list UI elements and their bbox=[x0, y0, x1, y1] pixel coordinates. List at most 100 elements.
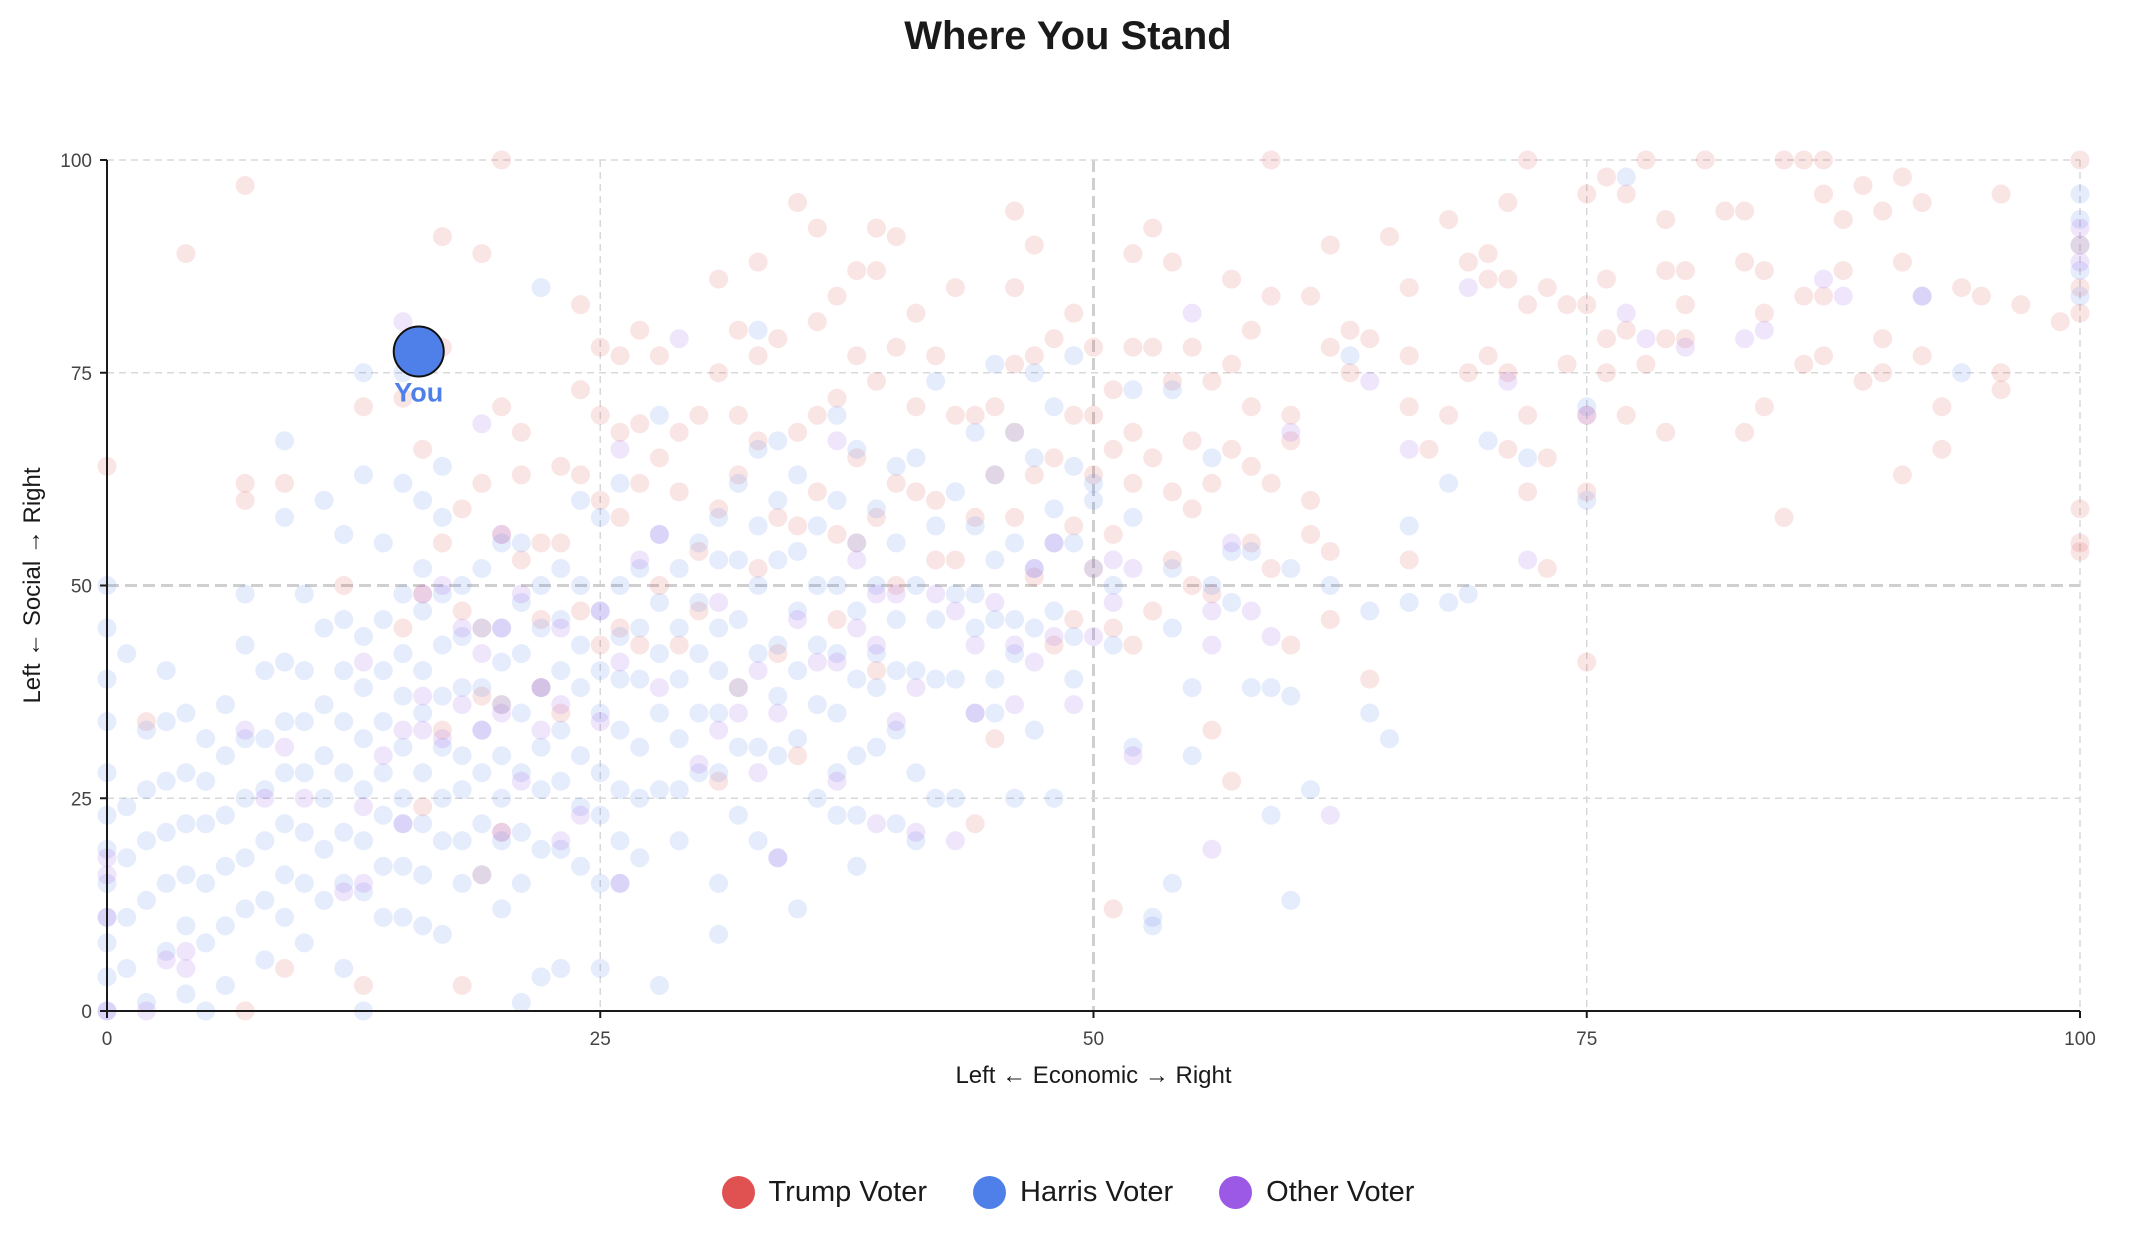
harris-voter-point bbox=[196, 873, 216, 893]
legend-item-harris[interactable]: Harris Voter bbox=[973, 1176, 1173, 1209]
you-marker[interactable] bbox=[392, 325, 445, 378]
harris-voter-point bbox=[531, 278, 551, 298]
harris-voter-point bbox=[788, 729, 808, 749]
other-voter-point bbox=[1044, 533, 1064, 553]
harris-voter-point bbox=[275, 907, 295, 927]
other-voter-point bbox=[511, 584, 531, 604]
trump-voter-point bbox=[1301, 286, 1321, 306]
harris-voter-point bbox=[176, 916, 196, 936]
chart-title: Where You Stand bbox=[904, 14, 1232, 58]
trump-voter-point bbox=[1024, 346, 1044, 366]
trump-voter-point bbox=[1162, 482, 1182, 502]
trump-voter-point bbox=[649, 346, 669, 366]
harris-voter-point bbox=[294, 584, 314, 604]
harris-voter-point bbox=[255, 729, 275, 749]
harris-voter-point bbox=[709, 507, 729, 527]
harris-voter-point bbox=[768, 746, 788, 766]
harris-voter-point bbox=[571, 856, 591, 876]
harris-voter-point bbox=[827, 490, 847, 510]
trump-voter-point bbox=[1596, 329, 1616, 349]
harris-voter-point bbox=[906, 831, 926, 851]
other-voter-point bbox=[1005, 695, 1025, 715]
other-voter-point bbox=[393, 814, 413, 834]
trump-voter-point bbox=[1143, 448, 1163, 468]
harris-voter-point bbox=[965, 422, 985, 442]
trump-voter-point bbox=[1735, 422, 1755, 442]
other-voter-point bbox=[235, 720, 255, 740]
trump-voter-point bbox=[709, 771, 729, 791]
harris-voter-point bbox=[886, 661, 906, 681]
other-voter-point bbox=[886, 712, 906, 732]
harris-voter-point bbox=[728, 805, 748, 825]
harris-voter-point bbox=[945, 669, 965, 689]
harris-voter-point bbox=[965, 703, 985, 723]
harris-voter-point bbox=[728, 678, 748, 698]
harris-voter-point bbox=[1123, 380, 1143, 400]
harris-voter-point bbox=[353, 363, 373, 383]
trump-voter-point bbox=[827, 286, 847, 306]
harris-voter-point bbox=[1024, 618, 1044, 638]
trump-voter-point bbox=[2070, 533, 2090, 553]
harris-voter-point bbox=[393, 907, 413, 927]
harris-voter-point bbox=[788, 541, 808, 561]
other-voter-point bbox=[1616, 303, 1636, 323]
trump-voter-point bbox=[1360, 329, 1380, 349]
other-voter-point bbox=[1754, 320, 1774, 340]
harris-voter-point bbox=[196, 729, 216, 749]
harris-voter-point bbox=[492, 831, 512, 851]
harris-voter-point bbox=[215, 975, 235, 995]
trump-voter-point bbox=[492, 822, 512, 842]
other-voter-point bbox=[492, 703, 512, 723]
harris-voter-point bbox=[373, 533, 393, 553]
harris-voter-point bbox=[1241, 541, 1261, 561]
harris-voter-point bbox=[511, 703, 531, 723]
trump-voter-point bbox=[334, 576, 354, 595]
other-voter-point bbox=[275, 737, 295, 757]
trump-voter-point bbox=[1518, 150, 1538, 170]
harris-voter-point bbox=[176, 984, 196, 1004]
trump-voter-point bbox=[709, 363, 729, 383]
trump-voter-point bbox=[1577, 405, 1597, 425]
harris-voter-point bbox=[196, 814, 216, 834]
legend-item-other[interactable]: Other Voter bbox=[1219, 1176, 1414, 1209]
harris-voter-point bbox=[985, 550, 1005, 570]
other-voter-point bbox=[571, 805, 591, 825]
harris-voter-point bbox=[827, 763, 847, 783]
other-voter-point bbox=[413, 584, 433, 604]
other-voter-point bbox=[255, 788, 275, 808]
harris-voter-point bbox=[255, 950, 275, 970]
trump-voter-point bbox=[1064, 303, 1084, 323]
harris-voter-point bbox=[373, 763, 393, 783]
harris-voter-point bbox=[866, 678, 886, 698]
trump-voter-point bbox=[1103, 380, 1123, 400]
harris-voter-point bbox=[334, 822, 354, 842]
x-axis-label: Left ← Economic → Right bbox=[955, 1062, 1231, 1089]
harris-voter-point bbox=[235, 729, 255, 749]
harris-voter-point bbox=[176, 703, 196, 723]
harris-voter-point bbox=[511, 992, 531, 1012]
harris-voter-point bbox=[373, 712, 393, 732]
harris-voter-point bbox=[196, 933, 216, 953]
trump-voter-point bbox=[1123, 244, 1143, 264]
harris-voter-point bbox=[768, 550, 788, 570]
other-voter-point bbox=[2070, 218, 2090, 238]
trump-voter-point bbox=[728, 465, 748, 485]
trump-voter-point bbox=[1162, 550, 1182, 570]
trump-voter-point bbox=[985, 465, 1005, 485]
harris-voter-point bbox=[472, 618, 492, 638]
x-tick-label: 75 bbox=[1576, 1029, 1597, 1050]
trump-voter-point bbox=[1675, 261, 1695, 281]
legend-item-trump[interactable]: Trump Voter bbox=[721, 1176, 927, 1209]
harris-voter-point bbox=[393, 737, 413, 757]
trump-voter-point bbox=[1103, 524, 1123, 544]
trump-voter-point bbox=[649, 576, 669, 595]
harris-voter-point bbox=[630, 788, 650, 808]
harris-voter-point bbox=[1281, 686, 1301, 706]
harris-voter-point bbox=[413, 814, 433, 834]
harris-voter-point bbox=[1261, 805, 1281, 825]
trump-voter-point bbox=[610, 507, 630, 527]
other-voter-point bbox=[1261, 627, 1281, 647]
harris-voter-point bbox=[413, 601, 433, 621]
harris-voter-point bbox=[630, 737, 650, 757]
other-voter-point bbox=[827, 652, 847, 672]
